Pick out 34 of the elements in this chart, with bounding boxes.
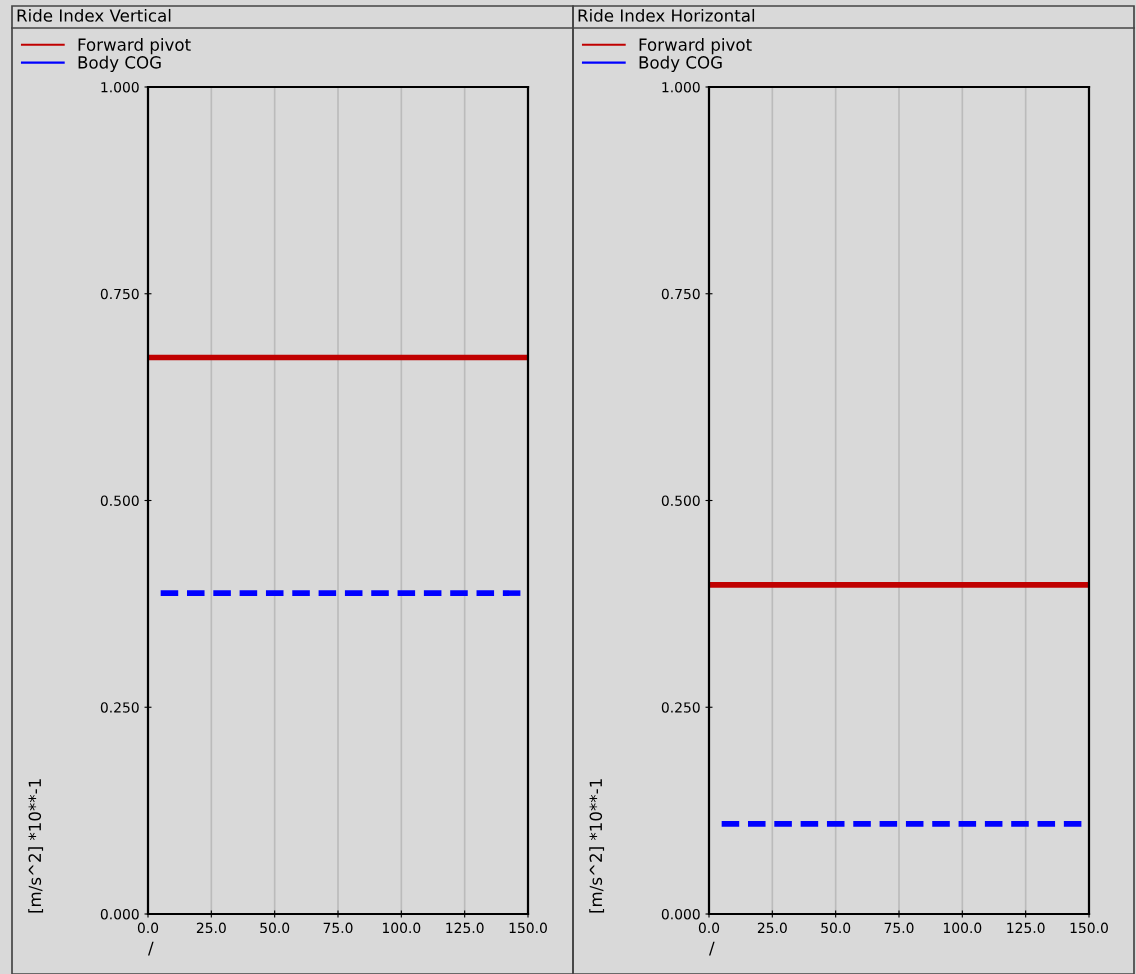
y-tick-label: 0.000 <box>100 908 139 920</box>
x-tick-label: 50.0 <box>821 922 851 934</box>
y-tick-label: 0.500 <box>100 495 139 506</box>
y-tick-label: 1.000 <box>662 81 700 93</box>
legend-label: Forward pivot <box>639 38 752 55</box>
x-tick-label: 0.0 <box>698 922 720 934</box>
x-tick-label: 125.0 <box>1007 922 1045 934</box>
y-tick-label: 0.250 <box>661 702 700 713</box>
x-tick-label: 75.0 <box>884 922 914 934</box>
x-tick-label: 50.0 <box>260 922 290 934</box>
x-tick-label: 25.0 <box>196 922 226 934</box>
legend-label: Body COG <box>78 55 161 72</box>
y-tick-label: 0.750 <box>100 288 139 300</box>
legend-label: Body COG <box>639 55 722 72</box>
x-axis-title: / <box>148 941 154 956</box>
y-axis-title: [m/s^2] *10**-1 <box>589 779 605 913</box>
x-tick-label: 100.0 <box>943 922 982 934</box>
y-tick-label: 0.000 <box>661 908 700 920</box>
chart-title: Ride Index Horizontal <box>578 8 755 22</box>
x-tick-label: 150.0 <box>509 922 547 934</box>
x-tick-label: 75.0 <box>323 922 353 934</box>
legend-label: Forward pivot <box>78 38 191 55</box>
x-axis-title: / <box>709 941 715 956</box>
x-tick-label: 150.0 <box>1070 922 1108 934</box>
y-tick-label: 0.500 <box>661 495 700 506</box>
x-tick-label: 100.0 <box>382 922 421 934</box>
y-tick-label: 1.000 <box>101 81 139 93</box>
y-tick-label: 0.250 <box>100 702 139 713</box>
x-tick-label: 125.0 <box>446 922 484 934</box>
x-tick-label: 0.0 <box>137 922 159 934</box>
y-tick-label: 0.750 <box>661 288 700 300</box>
x-tick-label: 25.0 <box>757 922 787 934</box>
chart-title: Ride Index Vertical <box>17 8 171 22</box>
y-axis-title: [m/s^2] *10**-1 <box>28 779 44 913</box>
